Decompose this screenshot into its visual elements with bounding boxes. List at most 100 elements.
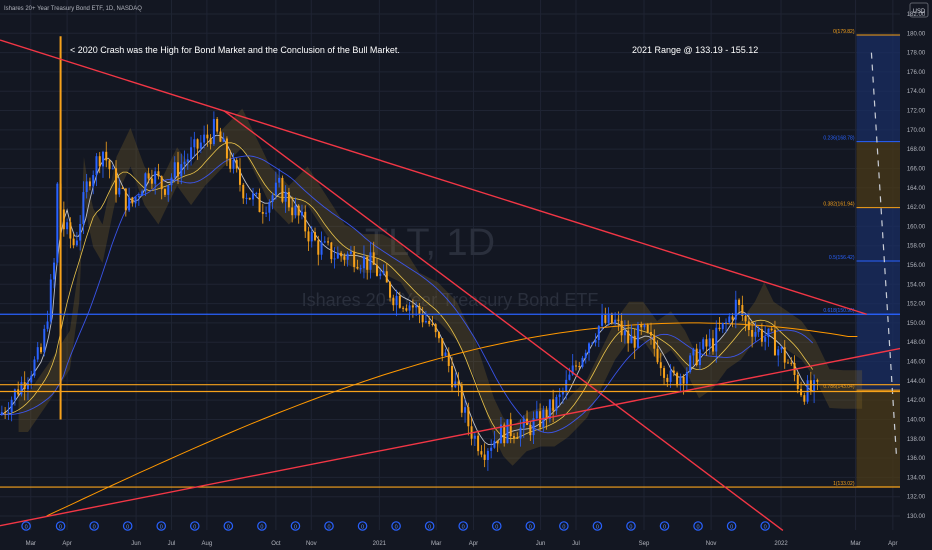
candle-body [506, 419, 509, 444]
event-marker-glyph: 0 [126, 524, 129, 530]
time-tick-label: 2022 [774, 541, 788, 547]
candle-body [777, 349, 780, 356]
event-marker-glyph: 0 [562, 524, 565, 530]
candle-body [56, 183, 59, 263]
event-marker [592, 521, 603, 531]
fib-band [856, 207, 900, 261]
price-tick-label: 136.00 [907, 456, 926, 462]
candle-body [614, 319, 617, 324]
candle-body [477, 435, 480, 452]
event-marker [223, 521, 234, 531]
candle-body [565, 379, 568, 392]
range-annotation[interactable]: 2021 Range @ 133.19 - 155.12 [632, 45, 758, 55]
candle-body [588, 343, 591, 353]
candle-body [278, 177, 281, 183]
candle-body [405, 308, 408, 311]
candle-body [581, 357, 584, 367]
candle-body [627, 330, 630, 344]
candle-body [464, 407, 467, 413]
candle-body [676, 372, 679, 386]
trendline [0, 39, 867, 315]
candle-body [196, 139, 199, 149]
candle-body [460, 385, 463, 413]
price-axis[interactable]: 130.00 132.00 134.00 136.00 138.00 140.00 142.… [907, 12, 926, 520]
candle-body [663, 368, 666, 378]
time-tick-label: Apr [62, 541, 71, 547]
fib-level-label: 0(179.82) [833, 29, 855, 35]
trendline [0, 341, 932, 527]
candle-body [229, 158, 232, 169]
candle-body [33, 359, 36, 376]
event-markers[interactable]: 0 0 0 0 0 0 0 0 0 0 0 0 0 0 0 0 0 0 0 0 0 0 0 [21, 521, 770, 531]
candle-body [578, 366, 581, 368]
price-tick-label: 130.00 [907, 514, 926, 520]
candle-body [232, 159, 235, 169]
time-tick-label: Oct [271, 541, 281, 547]
candle-body [780, 347, 783, 350]
price-tick-label: 178.00 [907, 51, 926, 57]
currency-badge[interactable]: USD [909, 2, 929, 18]
fibonacci-retracement[interactable]: 0(179.82) 0.236(168.78) 0.382(161.94) 0.5(1… [823, 29, 900, 488]
candle-body [248, 197, 251, 200]
event-marker [491, 521, 502, 531]
candle-body [330, 242, 333, 260]
candle-body [731, 316, 734, 320]
candle-body [366, 256, 369, 270]
candle-body [385, 271, 388, 283]
candle-body [679, 376, 682, 386]
candle-body [486, 450, 489, 460]
candle-body [216, 118, 219, 132]
candle-body [451, 365, 454, 388]
trendlines[interactable] [0, 39, 932, 532]
trendline [223, 109, 784, 532]
candle-body [402, 307, 405, 309]
candle-body [281, 177, 284, 202]
candle-body [238, 168, 241, 185]
event-marker-glyph: 0 [629, 524, 632, 530]
candle-body [271, 195, 274, 202]
symbol-header: Ishares 20+ Year Treasury Bond ETF, 1D, … [4, 6, 142, 12]
candle-body [620, 320, 623, 336]
candle-body [167, 185, 170, 195]
candle-body [46, 321, 49, 329]
event-marker-glyph: 0 [260, 524, 263, 530]
candle-body [418, 305, 421, 315]
price-tick-label: 148.00 [907, 340, 926, 346]
candle-body [751, 329, 754, 337]
candle-body [291, 207, 294, 216]
watermark-ticker: TLT, 1D [365, 222, 495, 264]
time-axis[interactable]: Mar Apr Jun Jul Aug Oct Nov 2021 Mar Apr Jun Jul Sep… [26, 541, 898, 547]
candle-body [640, 324, 643, 328]
candle-body [803, 395, 806, 402]
event-marker [89, 521, 99, 531]
candle-body [190, 147, 193, 160]
candle-body [480, 451, 483, 455]
event-marker [324, 521, 334, 531]
crash-annotation[interactable]: < 2020 Crash was the High for Bond Marke… [70, 45, 400, 55]
candle-body [718, 327, 721, 330]
candle-body [13, 389, 16, 400]
price-tick-label: 154.00 [907, 282, 926, 288]
candle-body [180, 164, 183, 177]
event-marker [357, 521, 368, 531]
price-tick-label: 150.00 [907, 321, 926, 327]
fib-level-label: 0.236(168.78) [823, 136, 854, 142]
time-tick-label: Jun [536, 541, 546, 547]
candle-body [199, 142, 202, 149]
candle-body [30, 375, 33, 383]
candle-body [105, 151, 108, 161]
candle-body [473, 435, 476, 439]
event-marker [760, 521, 770, 531]
candle-body [23, 382, 26, 390]
candle-body [20, 382, 23, 395]
fib-level-label: 0.382(161.94) [823, 202, 854, 208]
event-marker-glyph: 0 [596, 524, 599, 530]
event-marker [693, 521, 703, 531]
candle-body [738, 299, 741, 305]
event-marker [290, 521, 301, 531]
candle-body [193, 139, 196, 148]
event-marker-glyph: 0 [495, 524, 498, 530]
price-axis-bg [900, 0, 932, 550]
event-marker-glyph: 0 [294, 524, 297, 530]
